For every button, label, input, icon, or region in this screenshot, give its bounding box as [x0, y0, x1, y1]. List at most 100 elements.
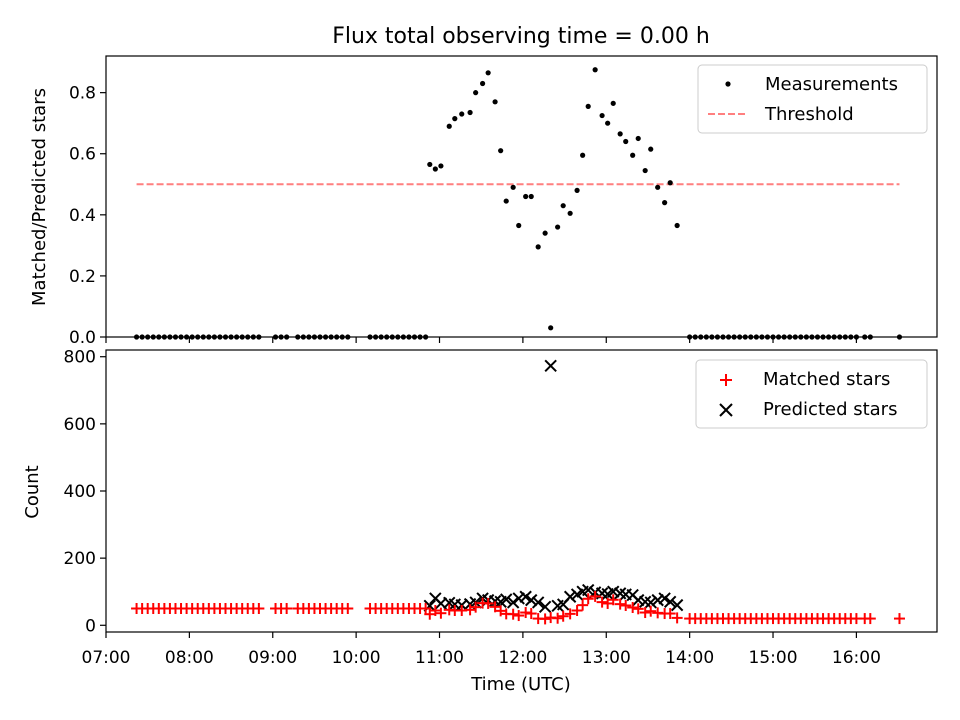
x-tick-label: 16:00 — [832, 648, 881, 668]
measurement-point — [662, 200, 668, 206]
measurement-point — [548, 325, 554, 331]
top-y-axis-label: Matched/Predicted stars — [29, 88, 50, 306]
matched-star-point — [495, 605, 507, 617]
top-y-tick-label: 0.6 — [69, 145, 96, 165]
measurement-point — [479, 80, 486, 87]
matched-star-point — [577, 599, 589, 611]
legend-matched-label: Matched stars — [763, 369, 890, 390]
measurement-point — [567, 210, 573, 216]
measurement-point — [516, 222, 522, 229]
predicted-star-point — [644, 596, 657, 609]
top-axes-frame — [105, 55, 938, 338]
matched-star-point — [429, 605, 441, 617]
matched-star-point — [639, 607, 651, 619]
measurement-point — [674, 222, 680, 229]
x-tick-label: 10:00 — [332, 648, 381, 668]
measurement-point — [473, 90, 479, 96]
top-legend-box — [697, 64, 928, 134]
top-y-tick-label: 0.4 — [69, 206, 96, 226]
measurement-point — [623, 138, 629, 145]
measurement-point — [574, 187, 580, 193]
measurement-point — [580, 152, 586, 158]
matched-star-point — [525, 608, 537, 620]
predicted-star-point — [670, 598, 684, 612]
matched-star-point — [571, 605, 583, 617]
matched-star-point — [507, 608, 519, 620]
matched-star-point — [664, 608, 676, 620]
legend-predicted-label: Predicted stars — [763, 399, 897, 420]
matched-star-point — [281, 603, 293, 614]
bottom-legend: Matched stars Predicted stars — [695, 359, 928, 429]
legend-measurements-label: Measurements — [765, 74, 898, 95]
matched-star-point — [645, 605, 657, 617]
x-tick-label: 15:00 — [749, 648, 798, 668]
measurement-point — [485, 70, 491, 76]
measurement-point — [535, 244, 541, 250]
predicted-star-point — [538, 600, 552, 614]
legend-predicted-marker — [719, 403, 733, 417]
top-y-tick-label: 0.2 — [69, 267, 96, 287]
top-y-tick-label: 0.0 — [69, 328, 96, 348]
measurement-point — [630, 152, 636, 158]
predicted-star-point — [500, 593, 513, 606]
x-tick-label: 11:00 — [415, 648, 464, 668]
matched-star-point — [489, 601, 501, 613]
legend-threshold-label: Threshold — [764, 104, 854, 125]
measurement-point — [528, 193, 534, 200]
matched-star-point — [602, 597, 614, 609]
matched-star-point — [342, 603, 354, 614]
matched-star-point — [596, 596, 608, 608]
measurement-point — [617, 131, 623, 137]
measurement-point — [452, 116, 458, 122]
measurement-point — [655, 184, 661, 190]
x-tick-label: 09:00 — [248, 648, 297, 668]
matched-star-point — [620, 599, 632, 611]
measurement-point — [492, 99, 498, 105]
measurement-point — [605, 120, 611, 126]
matched-star-point — [470, 601, 482, 613]
measurement-point — [542, 230, 548, 236]
bottom-y-axis-label: Count — [22, 465, 43, 518]
predicted-star-point — [525, 593, 538, 607]
measurement-point — [432, 166, 438, 172]
matched-star-point — [539, 613, 551, 625]
measurement-point — [459, 111, 465, 117]
measurement-point — [592, 67, 598, 73]
matched-star-point — [482, 597, 494, 609]
predicted-star-point — [663, 595, 677, 608]
legend-measurements-marker — [725, 81, 731, 87]
predicted-star-point — [531, 596, 545, 609]
top-y-tick-label: 0.8 — [69, 84, 96, 104]
matched-star-point — [627, 601, 639, 613]
matched-star-point — [607, 594, 619, 606]
matched-star-point — [893, 613, 905, 625]
matched-star-point — [420, 603, 432, 614]
bottom-y-tick-label: 800 — [64, 348, 96, 368]
predicted-star-point — [544, 359, 557, 372]
matched-star-point — [632, 603, 644, 615]
measurement-point — [503, 198, 509, 204]
x-tick-label: 07:00 — [82, 648, 131, 668]
predicted-star-point — [563, 590, 577, 603]
x-axis-label: Time (UTC) — [470, 674, 571, 695]
x-tick-label: 14:00 — [665, 648, 714, 668]
matched-star-point — [582, 593, 594, 605]
measurement-point — [555, 224, 561, 230]
measurement-point — [523, 193, 529, 200]
measurement-point — [599, 112, 605, 119]
top-panel: 0.00.20.40.60.8 Matched/Predicted stars … — [29, 55, 938, 348]
matched-star-point — [614, 598, 626, 610]
measurement-point — [446, 123, 452, 129]
measurement-point — [510, 184, 516, 190]
matched-star-point — [435, 607, 447, 619]
top-legend: Measurements Threshold — [697, 64, 928, 134]
matched-star-point — [552, 612, 564, 624]
matched-star-point — [589, 590, 601, 602]
bottom-legend-box — [695, 359, 928, 429]
matched-star-point — [564, 608, 576, 620]
measurement-point — [560, 203, 566, 209]
bottom-y-tick-label: 600 — [64, 415, 96, 435]
matched-star-point — [464, 604, 476, 616]
measurement-point — [427, 161, 433, 168]
